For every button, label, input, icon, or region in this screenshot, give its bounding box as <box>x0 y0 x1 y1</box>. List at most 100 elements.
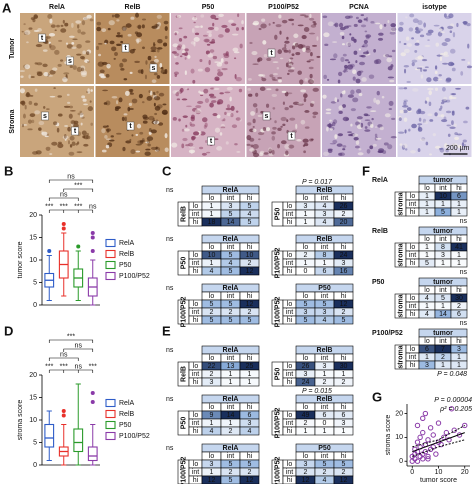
cell <box>177 44 183 48</box>
statistic: ns <box>166 347 174 354</box>
cell <box>234 74 237 79</box>
cell <box>223 118 226 122</box>
row-group-label: P100/P52 <box>274 248 281 279</box>
cell <box>375 137 382 140</box>
cell <box>440 105 443 110</box>
cell <box>417 20 423 26</box>
count-label: 4 <box>210 428 214 435</box>
cell <box>38 120 45 126</box>
cell <box>288 105 294 108</box>
cell <box>284 40 290 44</box>
cell <box>121 58 128 63</box>
y-axis-label: stroma score <box>385 415 392 456</box>
cell <box>401 144 406 150</box>
cell <box>208 93 215 97</box>
outlier <box>47 249 52 253</box>
column-label: int <box>321 453 328 460</box>
cell <box>153 42 156 47</box>
cell <box>300 44 306 48</box>
cell <box>105 128 112 132</box>
outlier <box>61 413 66 418</box>
cell <box>421 137 426 141</box>
row-label: hi <box>410 362 416 369</box>
cell <box>420 138 426 142</box>
cell <box>399 40 402 44</box>
count-label: 1 <box>425 193 429 200</box>
count-label: 24 <box>302 379 310 386</box>
cell <box>227 104 230 109</box>
cell <box>259 152 264 157</box>
cell <box>179 87 184 93</box>
cell <box>153 93 156 96</box>
cell <box>297 24 304 27</box>
statistic: ns <box>166 396 174 403</box>
cell <box>325 112 331 115</box>
cell <box>359 55 364 57</box>
cell <box>355 140 360 145</box>
count-label: 30 <box>455 295 463 302</box>
count-label: 2 <box>210 309 214 316</box>
cell <box>182 115 188 119</box>
cell <box>434 87 439 91</box>
cell <box>284 91 289 97</box>
cell <box>110 135 114 138</box>
cell <box>466 65 473 69</box>
cell <box>158 92 165 97</box>
count-label: 3 <box>441 252 445 259</box>
cell <box>261 18 266 22</box>
cell <box>365 16 369 22</box>
column-label: lo <box>303 355 309 362</box>
cell <box>274 120 277 124</box>
cell <box>81 130 87 136</box>
cell <box>137 24 142 30</box>
cell <box>116 132 122 135</box>
cell <box>224 28 230 33</box>
row-label: hi <box>193 268 199 275</box>
count-label: 13 <box>227 363 235 370</box>
row-label: int <box>192 211 199 218</box>
cell <box>154 105 161 111</box>
cell <box>105 73 110 78</box>
cell <box>83 135 86 139</box>
cell <box>364 129 371 132</box>
cell <box>387 66 393 71</box>
cell <box>135 12 139 18</box>
significance-label: *** <box>60 363 68 370</box>
cell <box>341 35 345 40</box>
cell <box>128 107 134 111</box>
cell <box>192 107 198 112</box>
column-label: hi <box>456 338 462 345</box>
panel-label: C <box>162 163 172 178</box>
cell <box>406 80 411 84</box>
cell <box>399 21 404 26</box>
count-label: 0 <box>304 268 308 275</box>
cell <box>62 19 65 24</box>
column-label: hi <box>247 453 253 460</box>
cell <box>308 17 315 21</box>
cell <box>187 55 191 59</box>
row-label: hi <box>287 379 293 386</box>
cell <box>463 143 467 148</box>
cell <box>193 131 200 136</box>
marker: t <box>41 35 44 42</box>
count-label: 2 <box>342 469 346 476</box>
cell <box>95 45 100 51</box>
count-label: 6 <box>248 412 252 419</box>
row-label: int <box>192 371 199 378</box>
point <box>446 437 452 443</box>
column-label: hi <box>456 287 462 294</box>
column-group-label: RelA <box>223 445 239 452</box>
significance-label: ns <box>89 203 97 210</box>
cell <box>316 55 321 58</box>
count-label: 1 <box>210 469 214 476</box>
count-label: 1 <box>229 379 233 386</box>
row-label: hi <box>287 317 293 324</box>
cell <box>455 87 461 90</box>
cell <box>277 143 280 149</box>
cell <box>45 146 51 151</box>
significance-label: ns <box>67 173 75 180</box>
count-label: 4 <box>323 219 327 226</box>
cell <box>418 109 422 113</box>
row-group-label: stroma <box>397 294 404 317</box>
cell <box>76 151 83 154</box>
